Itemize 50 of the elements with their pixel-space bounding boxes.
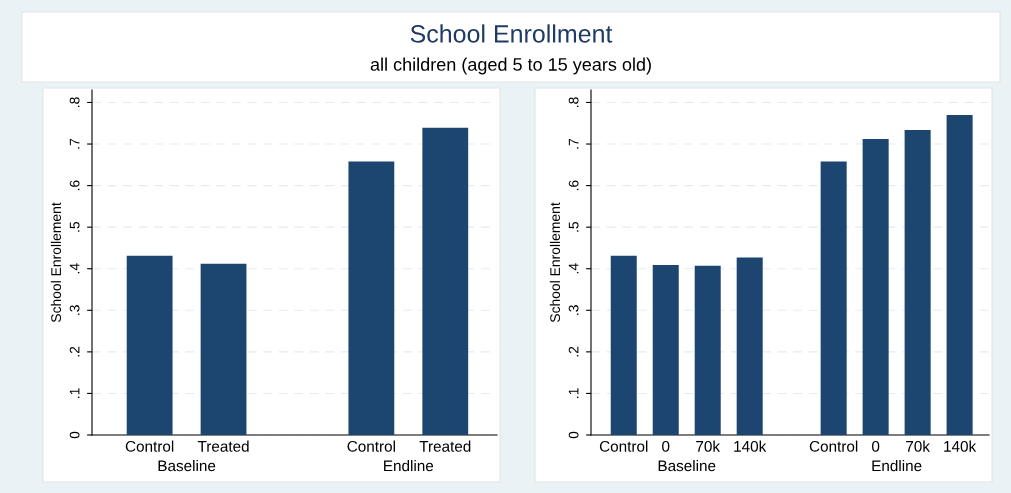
y-tick-label: .2 (568, 346, 579, 357)
x-tick-label: 0 (662, 440, 670, 452)
y-axis-title: School Enrollement (549, 202, 561, 323)
y-tick-label: .5 (568, 221, 579, 232)
bar (820, 161, 847, 435)
x-tick-label: Treated (197, 440, 249, 452)
bar (422, 127, 469, 435)
y-tick-label: .8 (69, 97, 80, 107)
y-tick-label: .5 (69, 221, 80, 232)
bar (694, 265, 721, 435)
y-tick-label: .3 (69, 305, 80, 315)
y-tick-label: .7 (568, 138, 579, 149)
y-tick-label: .4 (69, 263, 80, 274)
x-tick-label: Control (125, 440, 174, 452)
y-tick-label: 0 (568, 431, 579, 439)
x-tick-label: 140k (734, 440, 767, 452)
y-tick-label: .1 (568, 388, 579, 398)
x-tick-label: 70k (906, 440, 930, 452)
x-tick-label: 70k (696, 440, 721, 452)
x-tick-label: Control (809, 440, 858, 452)
bar (904, 129, 931, 435)
y-tick-label: .6 (69, 180, 80, 191)
text: Endline (872, 460, 922, 472)
chart-title: School Enrollment (410, 24, 613, 43)
x-tick-label: Control (347, 440, 395, 452)
x-tick-label: 0 (871, 440, 880, 452)
bar (126, 255, 173, 435)
x-tick-label: 140k (944, 440, 977, 452)
y-tick-label: 0 (69, 431, 80, 439)
y-tick-label: .4 (568, 263, 579, 274)
bar (862, 139, 889, 435)
bar (652, 264, 679, 435)
bar (610, 255, 637, 435)
text: Endline (384, 460, 434, 472)
y-tick-label: .3 (568, 305, 579, 315)
bar (946, 114, 973, 435)
x-tick-label: Control (599, 440, 648, 452)
x-tick-label: Treated (419, 440, 471, 452)
y-axis-title: School Enrollement (50, 202, 62, 323)
bar (200, 263, 247, 435)
y-tick-label: .2 (69, 346, 80, 357)
bar (736, 257, 763, 435)
text: Baseline (658, 460, 716, 472)
bar (348, 161, 395, 435)
y-tick-label: .8 (568, 97, 579, 107)
chart-subtitle: all children (aged 5 to 15 years old) (370, 57, 651, 75)
y-tick-label: .1 (69, 388, 80, 398)
text: Baseline (158, 460, 216, 472)
y-tick-label: .7 (69, 138, 80, 149)
y-tick-label: .6 (568, 180, 579, 191)
